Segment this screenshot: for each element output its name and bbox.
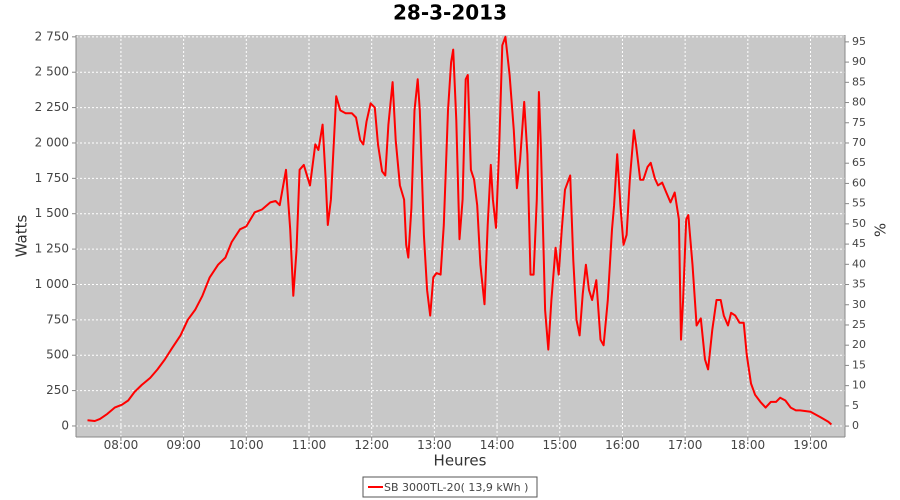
y2-tick-label: 85 (852, 75, 866, 88)
y2-tick-label: 65 (852, 156, 866, 169)
y-tick-label: 500 (46, 348, 69, 362)
x-tick-label: 09:00 (166, 438, 201, 452)
y2-tick-label: 35 (852, 278, 866, 291)
data-line (87, 35, 833, 426)
y2-tick-label: 95 (852, 35, 866, 48)
y-tick-label: 1 500 (35, 206, 69, 220)
x-tick-label: 14:00 (480, 438, 515, 452)
x-tick-label: 10:00 (229, 438, 264, 452)
y-tick-label: 2 250 (35, 100, 69, 114)
x-tick-label: 08:00 (104, 438, 139, 452)
y2-tick-label: 20 (852, 338, 866, 351)
x-tick-label: 11:00 (292, 438, 327, 452)
y-tick-label: 1 250 (35, 242, 69, 256)
y-tick-label: 1 750 (35, 171, 69, 185)
y2-tick-label: 60 (852, 176, 866, 189)
x-tick-label: 13:00 (417, 438, 452, 452)
y-tick-label: 750 (46, 312, 69, 326)
y2-tick-label: 40 (852, 257, 866, 270)
x-tick-label: 16:00 (605, 438, 640, 452)
x-tick-label: 18:00 (731, 438, 766, 452)
y-axis-label: Watts (13, 215, 31, 258)
y2-tick-label: 0 (852, 419, 859, 432)
y2-tick-label: 50 (852, 217, 866, 230)
y-tick-label: 2 750 (35, 29, 69, 43)
y2-tick-label: 15 (852, 358, 866, 371)
y2-tick-label: 55 (852, 197, 866, 210)
y2-tick-label: 30 (852, 298, 866, 311)
y-tick-label: 2 000 (35, 135, 69, 149)
x-tick-label: 19:00 (793, 438, 828, 452)
legend: SB 3000TL-20( 13,9 kWh ) (362, 476, 538, 498)
y2-tick-label: 80 (852, 96, 866, 109)
x-tick-label: 17:00 (668, 438, 703, 452)
x-axis-label: Heures (434, 452, 487, 470)
y-tick-label: 250 (46, 383, 69, 397)
legend-box (362, 476, 538, 498)
chart-title: 28-3-2013 (393, 1, 507, 25)
y2-tick-label: 10 (852, 379, 866, 392)
y2-tick-label: 45 (852, 237, 866, 250)
y2-tick-label: 5 (852, 399, 859, 412)
y2-tick-label: 25 (852, 318, 866, 331)
y-tick-label: 2 500 (35, 65, 69, 79)
y2-tick-label: 90 (852, 55, 866, 68)
y-tick-label: 1 000 (35, 277, 69, 291)
y2-axis-label: % (872, 223, 890, 237)
y2-tick-label: 75 (852, 116, 866, 129)
x-tick-label: 15:00 (542, 438, 577, 452)
x-tick-label: 12:00 (354, 438, 389, 452)
y-tick-label: 0 (61, 418, 69, 432)
legend-label: SB 3000TL-20( 13,9 kWh ) (384, 481, 528, 494)
y2-tick-label: 70 (852, 136, 866, 149)
